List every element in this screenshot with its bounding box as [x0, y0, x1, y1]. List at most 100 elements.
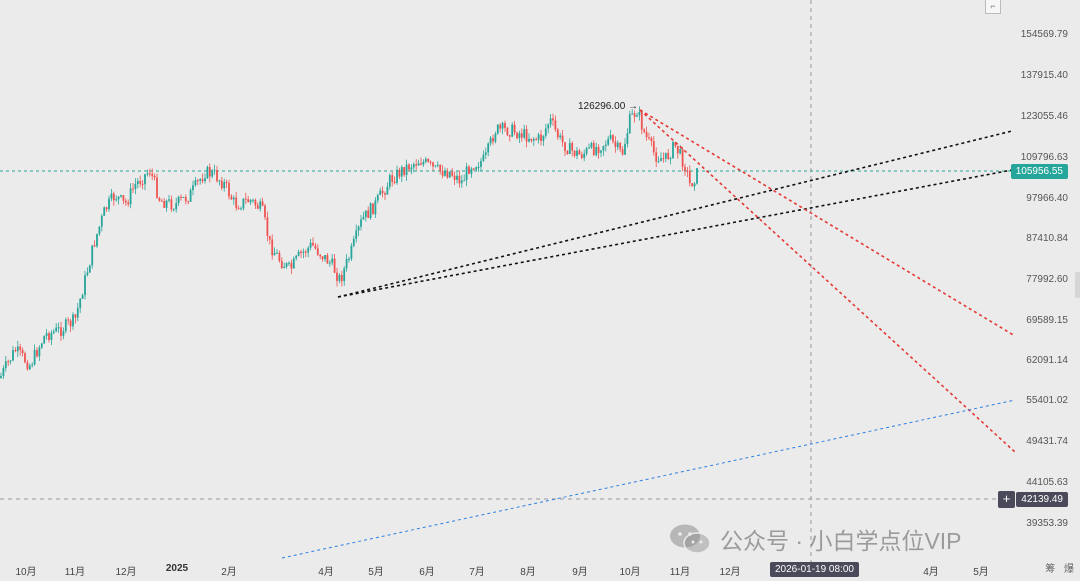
candle-body — [283, 266, 286, 269]
candle-body — [208, 166, 211, 177]
candle-body — [463, 180, 466, 182]
candle-body — [292, 258, 295, 269]
candle-body — [525, 129, 528, 142]
candle-body — [624, 143, 626, 155]
candle-body — [220, 180, 223, 189]
crosshair-time-tag: 2026-01-19 08:00 — [770, 562, 859, 577]
candle-body — [100, 215, 103, 227]
candle-body — [655, 152, 658, 162]
axis-menu-item-chip[interactable]: 筹 — [1045, 564, 1056, 575]
axis-menu-item-burst[interactable]: 爆 — [1064, 564, 1074, 575]
candle-body — [614, 141, 617, 147]
candle-body — [532, 139, 535, 141]
candle-body — [662, 158, 665, 160]
candle-body — [304, 251, 307, 253]
candle-body — [489, 137, 492, 144]
candle-body — [612, 135, 614, 142]
candle-body — [276, 252, 278, 254]
candle-body — [110, 193, 113, 199]
candle-body — [331, 258, 334, 263]
candle-body — [511, 124, 514, 137]
current-price-tag: 105956.55 — [1010, 164, 1068, 179]
price-axis-label: 69589.15 — [1026, 315, 1068, 326]
add-alert-plus-icon[interactable]: + — [998, 491, 1015, 508]
candle-body — [446, 171, 449, 178]
candle-body — [643, 129, 646, 132]
time-axis-label: 5月 — [368, 567, 384, 578]
candle-body — [247, 199, 250, 203]
candle-body — [561, 135, 564, 143]
candle-body — [189, 190, 192, 202]
candle-body — [681, 149, 684, 167]
red-projection-line-lower — [639, 109, 1016, 453]
candle-body — [288, 262, 290, 264]
time-axis-label: 4月 — [318, 567, 334, 578]
candle-body — [496, 124, 499, 134]
candle-body — [223, 181, 226, 189]
candle-body — [439, 164, 442, 171]
candle-body — [602, 145, 605, 151]
candle-body — [340, 275, 343, 282]
candle-body — [688, 171, 691, 184]
candle-body — [679, 149, 682, 154]
side-panel-tab[interactable] — [1075, 272, 1080, 298]
candle-body — [528, 138, 530, 142]
price-axis-label: 44105.63 — [1026, 477, 1068, 488]
candle-body — [24, 353, 26, 363]
candle-body — [4, 361, 7, 369]
candle-body — [410, 167, 413, 170]
candle-body — [336, 272, 338, 281]
candle-body — [309, 242, 312, 248]
candle-body — [369, 203, 372, 219]
candle-body — [93, 245, 96, 247]
time-axis-label: 12月 — [115, 567, 137, 578]
candle-body — [268, 236, 271, 240]
candle-body — [472, 168, 475, 170]
price-axis-label: 62091.14 — [1026, 355, 1068, 366]
candle-body — [333, 258, 336, 273]
candle-body — [38, 347, 41, 357]
candle-body — [436, 164, 439, 166]
candle-body — [549, 118, 552, 125]
candle-body — [460, 180, 463, 184]
candle-body — [374, 200, 377, 215]
candle-body — [626, 133, 629, 144]
candle-body — [544, 128, 547, 136]
candle-body — [674, 141, 677, 146]
candle-body — [554, 120, 557, 130]
candle-body — [465, 166, 468, 181]
candle-body — [616, 142, 619, 147]
candle-body — [316, 248, 319, 255]
candle-body — [592, 143, 595, 156]
candle-body — [256, 205, 259, 209]
candle-body — [350, 245, 353, 259]
candle-body — [691, 183, 694, 187]
candle-body — [2, 368, 5, 376]
candle-body — [364, 210, 367, 217]
candle-body — [64, 319, 67, 332]
candle-body — [422, 161, 425, 165]
candle-body — [319, 254, 322, 257]
candle-body — [609, 135, 612, 139]
candle-body — [590, 143, 593, 148]
candle-body — [477, 166, 480, 168]
candle-body — [338, 275, 341, 281]
candle-body — [112, 193, 115, 201]
candle-body — [451, 171, 454, 176]
collapse-icon[interactable]: ⌐ — [985, 0, 1001, 14]
candle-body — [686, 170, 689, 172]
candle-body — [576, 150, 578, 156]
candle-body — [573, 150, 576, 156]
candle-body — [535, 139, 538, 141]
candle-body — [199, 179, 202, 181]
axis-menu[interactable]: 筹 爆 — [1039, 560, 1074, 575]
candle-body — [96, 233, 98, 247]
candle-body — [69, 320, 72, 327]
candle-body — [103, 207, 106, 216]
candle-body — [600, 150, 602, 153]
blue-trendline — [281, 399, 1016, 559]
candle-body — [278, 252, 281, 261]
candle-body — [141, 183, 144, 185]
